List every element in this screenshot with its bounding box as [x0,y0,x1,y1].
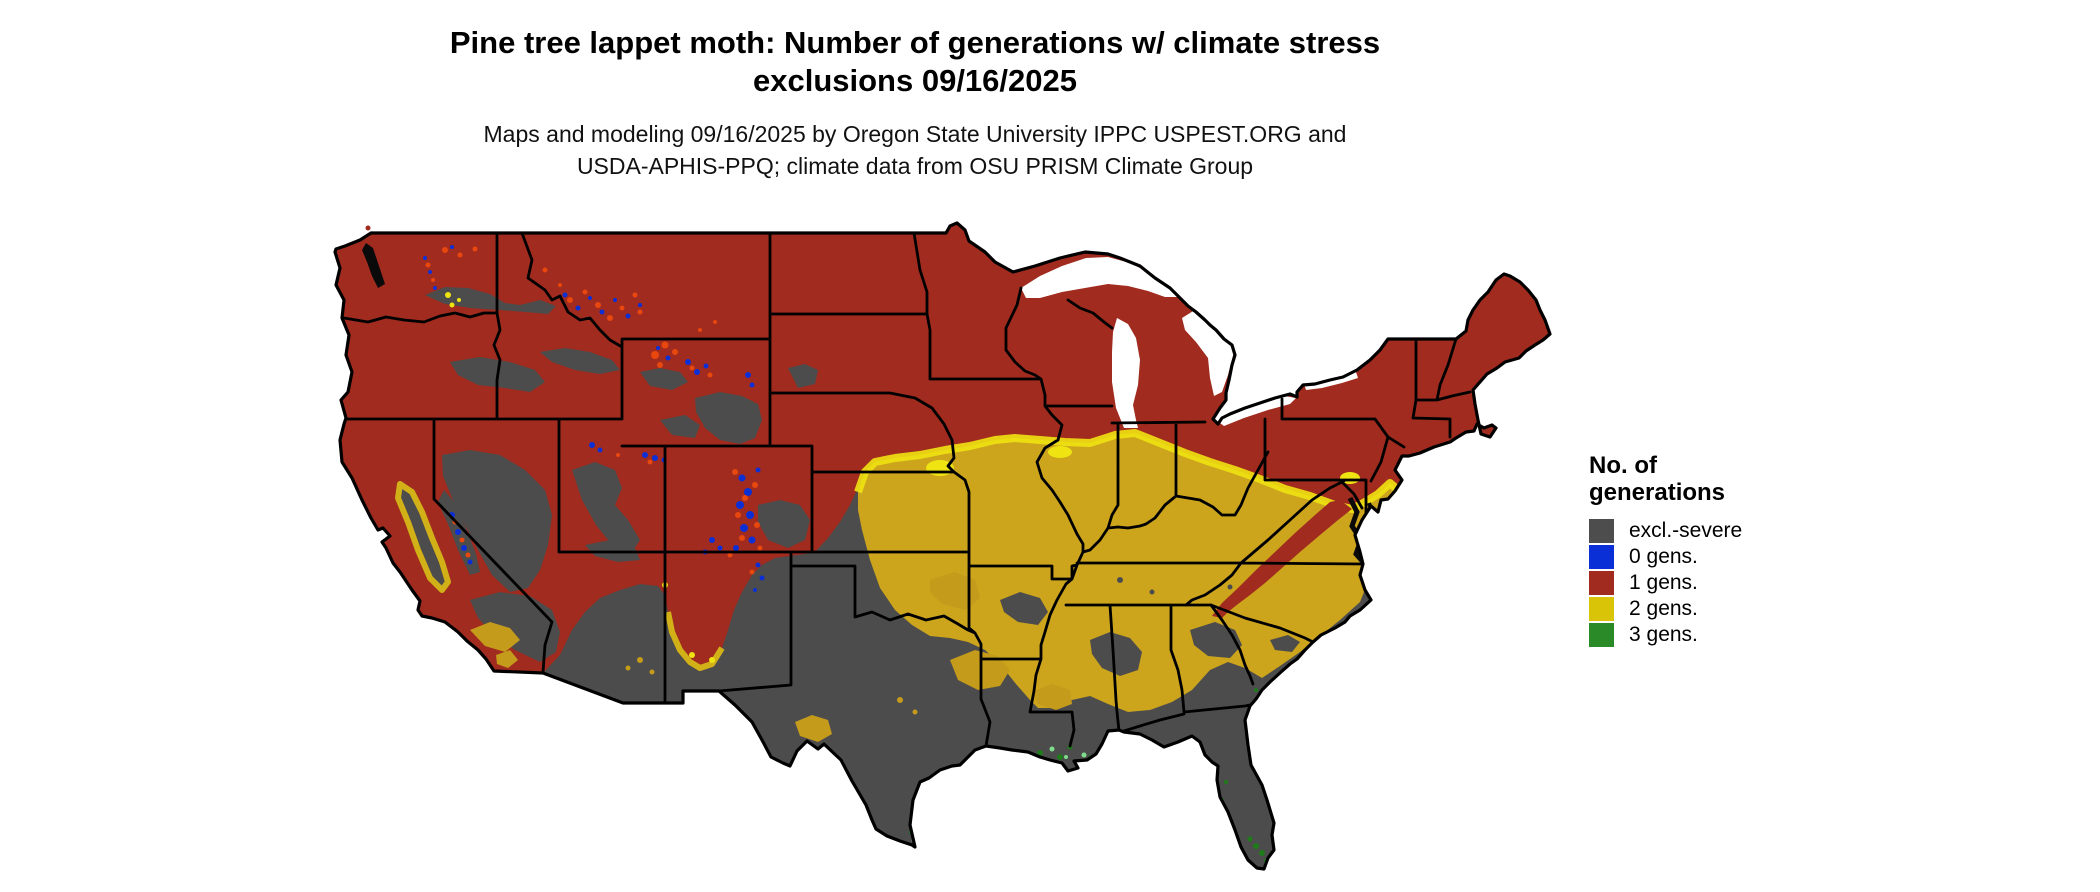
legend-item-label: 2 gens. [1629,597,1698,620]
legend-title-line2: generations [1589,479,1726,506]
conus-outline [333,221,1552,871]
legend-item-2: 1 gens. [1589,570,1809,596]
legend-items: excl.-severe 0 gens. 1 gens. 2 gens. 3 gens. [1589,518,1809,648]
state-borders [342,231,1472,748]
legend-swatch [1589,623,1614,647]
legend-swatch [1589,597,1614,621]
legend-swatch [1589,545,1614,569]
legend-swatch [1589,571,1614,595]
border-speck [365,225,371,231]
legend-item-0: excl.-severe [1589,518,1809,544]
map-title-line1: Pine tree lappet moth: Number of generat… [449,25,1381,60]
lake-superior [1021,257,1180,298]
lake-erie [1216,396,1296,426]
puget-sound [362,243,385,288]
zone-1-gens-appalachian-ridge [1212,500,1352,618]
lake-michigan [1112,318,1140,428]
zone-1-gens-hot-speckles [425,246,763,575]
map-title: Pine tree lappet moth: Number of generat… [0,24,1830,100]
map-subtitle-line1: Maps and modeling 09/16/2025 by Oregon S… [483,121,1347,147]
legend: No. of generations excl.-severe 0 gens. 1 … [1589,452,1809,648]
map-raster [335,223,1550,869]
map-subtitle: Maps and modeling 09/16/2025 by Oregon S… [0,118,1830,182]
legend-item-label: 0 gens. [1629,545,1698,568]
zone-2-gens-bright-edge [854,429,1441,522]
legend-item-4: 3 gens. [1589,622,1809,648]
legend-item-label: 3 gens. [1629,623,1698,646]
legend-item-label: excl.-severe [1629,519,1743,542]
legend-item-3: 2 gens. [1589,596,1809,622]
map-title-line2: exclusions 09/16/2025 [752,63,1077,98]
legend-item-1: 0 gens. [1589,544,1809,570]
map-subtitle-line2: USDA-APHIS-PPQ; climate data from OSU PR… [576,153,1254,179]
legend-item-label: 1 gens. [1629,571,1698,594]
zone-2-gens-west-fringes [395,481,725,671]
legend-title-line1: No. of [1589,452,1657,479]
legend-swatch [1589,519,1614,543]
